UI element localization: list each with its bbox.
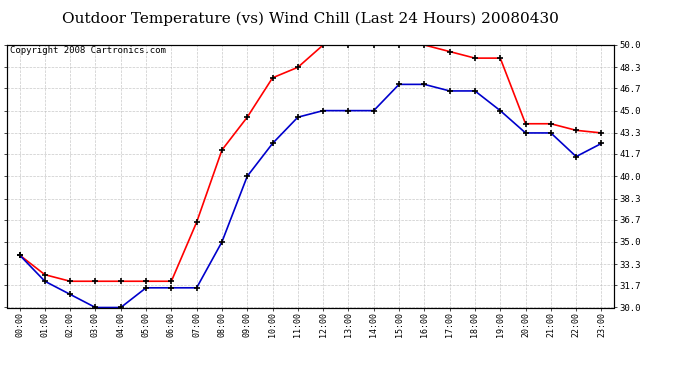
- Text: Copyright 2008 Cartronics.com: Copyright 2008 Cartronics.com: [10, 46, 166, 56]
- Text: Outdoor Temperature (vs) Wind Chill (Last 24 Hours) 20080430: Outdoor Temperature (vs) Wind Chill (Las…: [62, 11, 559, 26]
